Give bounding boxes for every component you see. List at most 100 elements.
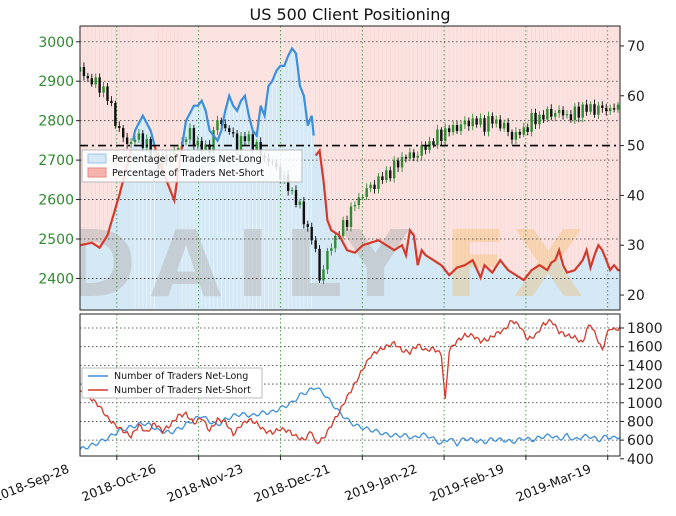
- y-tick-label-right: 40: [627, 188, 645, 204]
- candle-body: [404, 156, 408, 159]
- net-long-area: [80, 48, 620, 310]
- candle-body: [94, 77, 97, 85]
- candle-body: [322, 269, 325, 281]
- candle-body: [212, 130, 215, 153]
- candle-body: [224, 124, 227, 129]
- candle-body: [220, 120, 223, 125]
- candle-body: [80, 67, 82, 72]
- top-panel-frame: [79, 25, 621, 311]
- candle-body: [86, 76, 90, 79]
- candle-body: [420, 145, 423, 156]
- x-tick-label: 2019-Mar-19: [514, 461, 593, 505]
- candle-body: [286, 174, 290, 191]
- y-tick-label-right: 20: [627, 288, 645, 304]
- candle-body: [125, 137, 129, 144]
- x-tick-label: 2019-Jan-22: [342, 461, 419, 504]
- y-tick-label-right: 70: [627, 39, 645, 55]
- candle-body: [522, 127, 525, 135]
- candle-body: [573, 106, 577, 121]
- candle-body: [447, 128, 451, 133]
- candle-body: [318, 248, 321, 281]
- candle-body: [585, 104, 588, 112]
- candle-body: [455, 125, 459, 132]
- candle-body: [247, 134, 251, 142]
- candle-body: [479, 118, 482, 125]
- net-long-count-line: [80, 387, 620, 450]
- net-long-percentage-line: [131, 46, 315, 146]
- candle-body: [408, 152, 412, 159]
- candle-body: [184, 139, 188, 142]
- candle-body: [561, 109, 565, 116]
- y-tick-label-left: 2400: [38, 271, 74, 287]
- candle-body: [298, 201, 302, 205]
- legend-label-count-long: Number of Traders Net-Long: [114, 371, 248, 382]
- candle-body: [345, 220, 349, 227]
- candle-body: [412, 152, 416, 158]
- candle-body: [149, 139, 152, 156]
- candle-body: [451, 125, 455, 133]
- y-tick-label-left: 2800: [38, 114, 74, 130]
- x-tick-label: 2019-Feb-19: [427, 461, 506, 504]
- candle-body: [526, 127, 529, 132]
- legend-box: [81, 149, 303, 183]
- candle-body: [290, 190, 294, 192]
- candle-body: [471, 118, 474, 127]
- candle-body: [365, 188, 368, 198]
- bottom-panel-plot: [80, 314, 620, 456]
- candle-body: [601, 105, 604, 108]
- legend-label-net-short: Percentage of Traders Net-Short: [112, 168, 264, 179]
- candle-body: [176, 148, 180, 151]
- x-tick-label: 2018-Oct-26: [80, 461, 159, 504]
- chart-title: US 500 Client Positioning: [249, 5, 450, 24]
- candle-body: [208, 144, 211, 153]
- candle-body: [550, 108, 553, 117]
- x-tick-label: 2018-Sep-28: [0, 461, 71, 505]
- candle-body: [557, 109, 561, 114]
- candle-body: [361, 197, 364, 199]
- candle-body: [597, 105, 600, 115]
- candle-body: [82, 67, 86, 77]
- candle-body: [424, 145, 427, 150]
- candle-body: [416, 155, 419, 158]
- candle-body: [510, 131, 514, 140]
- candle-body: [514, 131, 518, 140]
- candle-body: [463, 120, 467, 125]
- watermark-fx-text: FX: [444, 211, 590, 318]
- candle-body: [326, 250, 329, 270]
- y-tick-label-right-bottom: 800: [627, 414, 654, 430]
- candle-body: [502, 122, 506, 129]
- candle-body: [106, 86, 109, 101]
- legend-label-count-short: Number of Traders Net-Short: [114, 385, 251, 396]
- candle-body: [145, 139, 148, 148]
- candle-body: [396, 160, 400, 168]
- candle-body: [577, 106, 580, 118]
- y-tick-label-left: 2700: [38, 153, 74, 169]
- candle-body: [569, 114, 573, 121]
- candle-body: [467, 120, 470, 127]
- bottom-legend: Number of Traders Net-Long Number of Trad…: [81, 367, 263, 399]
- candle-body: [616, 104, 620, 110]
- candle-body: [608, 108, 612, 112]
- legend-swatch-net-long: [87, 153, 107, 164]
- candle-body: [259, 141, 262, 156]
- candle-body: [239, 136, 243, 151]
- candle-body: [330, 248, 333, 251]
- y-tick-label-left: 3000: [38, 35, 74, 51]
- candle-body: [491, 116, 494, 124]
- net-short-area: [80, 26, 620, 281]
- candle-body: [118, 125, 121, 129]
- candle-body: [255, 141, 258, 151]
- y-tick-label-right-bottom: 400: [627, 452, 654, 468]
- candle-body: [192, 128, 196, 146]
- candle-body: [542, 114, 545, 120]
- y-tick-label-right-bottom: 1400: [627, 358, 663, 374]
- candle-body: [495, 119, 498, 124]
- candle-body: [499, 119, 502, 129]
- candle-body: [381, 176, 384, 181]
- candle-body: [294, 190, 298, 205]
- watermark-text: DAILY: [60, 211, 423, 318]
- candle-body: [530, 112, 533, 132]
- candle-body: [243, 136, 247, 142]
- candle-body: [129, 141, 133, 144]
- candle-body: [302, 201, 306, 225]
